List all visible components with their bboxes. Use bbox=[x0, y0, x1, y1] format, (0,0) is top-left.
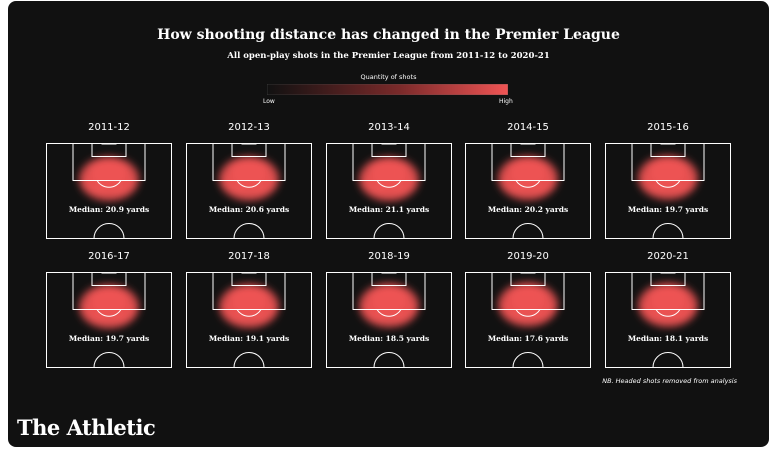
pitch-svg bbox=[326, 268, 452, 368]
penalty-arc bbox=[655, 180, 681, 188]
shot-density bbox=[219, 284, 279, 328]
six-yard-box bbox=[231, 272, 267, 286]
chart-title: How shooting distance has changed in the… bbox=[157, 27, 620, 43]
season-label: 2020-21 bbox=[647, 251, 689, 262]
centre-circle bbox=[93, 223, 125, 239]
season-label: 2019-20 bbox=[507, 251, 549, 262]
median-label: Median: 21.1 yards bbox=[348, 205, 430, 214]
shot-density bbox=[638, 155, 698, 200]
pitch-heatmap-panel: Median: 20.9 yards bbox=[46, 139, 172, 239]
shot-density bbox=[359, 283, 419, 328]
pitch-svg bbox=[465, 139, 591, 239]
pitch-svg bbox=[605, 139, 731, 239]
season-label: 2013-14 bbox=[368, 122, 410, 133]
shot-density bbox=[219, 156, 279, 201]
season-label: 2014-15 bbox=[507, 122, 549, 133]
pitch-heatmap-panel: Median: 21.1 yards bbox=[326, 139, 452, 239]
median-label: Median: 20.2 yards bbox=[487, 205, 569, 214]
six-yard-box bbox=[371, 143, 407, 157]
centre-circle bbox=[373, 223, 405, 239]
season-label: 2018-19 bbox=[368, 251, 410, 262]
pitch-svg bbox=[465, 268, 591, 368]
centre-circle bbox=[93, 352, 125, 368]
legend-high-label: High bbox=[499, 98, 513, 105]
penalty-arc bbox=[655, 309, 681, 317]
shot-density bbox=[359, 157, 419, 201]
median-label: Median: 17.6 yards bbox=[487, 334, 569, 343]
penalty-arc bbox=[96, 180, 122, 188]
pitch-heatmap-panel: Median: 19.7 yards bbox=[46, 268, 172, 368]
brand-logo: The Athletic bbox=[17, 415, 156, 440]
penalty-arc bbox=[236, 180, 262, 188]
median-label: Median: 19.1 yards bbox=[208, 334, 290, 343]
pitch-svg bbox=[46, 139, 172, 239]
centre-circle bbox=[512, 223, 544, 239]
centre-circle bbox=[652, 352, 684, 368]
chart-subtitle: All open-play shots in the Premier Leagu… bbox=[227, 51, 550, 61]
footnote: NB. Headed shots removed from analysis bbox=[602, 377, 737, 385]
legend-low-label: Low bbox=[263, 98, 275, 105]
pitch-svg bbox=[186, 268, 312, 368]
legend-title: Quantity of shots bbox=[360, 73, 417, 81]
penalty-arc bbox=[236, 309, 262, 317]
penalty-arc bbox=[515, 180, 541, 188]
season-label: 2017-18 bbox=[228, 251, 270, 262]
median-label: Median: 20.9 yards bbox=[68, 205, 150, 214]
heatmap-grid: 2011-12 Median: 20.9 yards 2012-13 Median: … bbox=[8, 1, 769, 401]
season-label: 2012-13 bbox=[228, 122, 270, 133]
season-label: 2011-12 bbox=[88, 122, 130, 133]
centre-circle bbox=[512, 352, 544, 368]
six-yard-box bbox=[91, 272, 127, 286]
six-yard-box bbox=[650, 143, 686, 157]
shot-density bbox=[79, 156, 139, 201]
season-label: 2015-16 bbox=[647, 122, 689, 133]
season-label: 2016-17 bbox=[88, 251, 130, 262]
pitch-heatmap-panel: Median: 20.6 yards bbox=[186, 139, 312, 239]
penalty-arc bbox=[376, 309, 402, 317]
pitch-heatmap-panel: Median: 19.1 yards bbox=[186, 268, 312, 368]
median-label: Median: 19.7 yards bbox=[627, 205, 709, 214]
pitch-heatmap-panel: Median: 18.5 yards bbox=[326, 268, 452, 368]
six-yard-box bbox=[91, 143, 127, 157]
chart-card: How shooting distance has changed in the… bbox=[8, 1, 769, 447]
shot-density bbox=[498, 156, 558, 201]
pitch-svg bbox=[186, 139, 312, 239]
centre-circle bbox=[652, 223, 684, 239]
pitch-svg bbox=[46, 268, 172, 368]
pitch-heatmap-panel: Median: 19.7 yards bbox=[605, 139, 731, 239]
pitch-svg bbox=[326, 139, 452, 239]
six-yard-box bbox=[510, 143, 546, 157]
penalty-arc bbox=[376, 180, 402, 188]
median-label: Median: 18.5 yards bbox=[348, 334, 430, 343]
shot-density bbox=[79, 284, 139, 329]
pitch-heatmap-panel: Median: 18.1 yards bbox=[605, 268, 731, 368]
shot-density bbox=[498, 282, 558, 327]
centre-circle bbox=[233, 352, 265, 368]
median-label: Median: 19.7 yards bbox=[68, 334, 150, 343]
median-label: Median: 18.1 yards bbox=[627, 334, 709, 343]
median-label: Median: 20.6 yards bbox=[208, 205, 290, 214]
penalty-arc bbox=[96, 309, 122, 317]
centre-circle bbox=[233, 223, 265, 239]
pitch-heatmap-panel: Median: 20.2 yards bbox=[465, 139, 591, 239]
pitch-svg bbox=[605, 268, 731, 368]
shot-density bbox=[638, 283, 698, 327]
centre-circle bbox=[373, 352, 405, 368]
legend-color-bar bbox=[267, 84, 508, 95]
penalty-arc bbox=[515, 309, 541, 317]
pitch-heatmap-panel: Median: 17.6 yards bbox=[465, 268, 591, 368]
six-yard-box bbox=[231, 143, 267, 157]
